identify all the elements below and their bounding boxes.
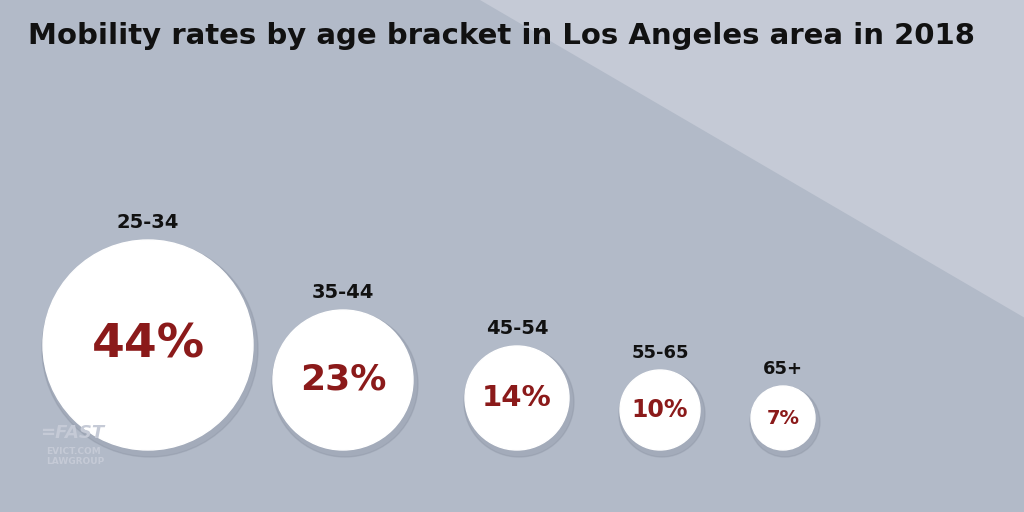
Circle shape [465, 346, 569, 450]
Text: 65+: 65+ [763, 360, 803, 378]
Circle shape [751, 386, 815, 450]
Text: =FAST: =FAST [40, 424, 104, 442]
Text: Mobility rates by age bracket in Los Angeles area in 2018: Mobility rates by age bracket in Los Ang… [28, 22, 975, 50]
Circle shape [618, 371, 705, 457]
Circle shape [273, 310, 413, 450]
Text: 35-44: 35-44 [312, 283, 374, 302]
Text: 7%: 7% [767, 409, 800, 428]
Circle shape [42, 241, 258, 457]
Circle shape [464, 347, 574, 457]
Text: 14%: 14% [482, 384, 552, 412]
Circle shape [43, 240, 253, 450]
Text: 23%: 23% [300, 363, 386, 397]
Text: 25-34: 25-34 [117, 213, 179, 232]
Circle shape [620, 370, 700, 450]
Text: LAWGROUP: LAWGROUP [46, 457, 104, 466]
Text: 45-54: 45-54 [485, 319, 548, 338]
Text: 44%: 44% [91, 323, 205, 368]
Text: EVICT.COM: EVICT.COM [46, 447, 100, 456]
Text: 10%: 10% [632, 398, 688, 422]
Polygon shape [480, 0, 1024, 317]
Circle shape [272, 311, 418, 457]
Text: 55-65: 55-65 [631, 344, 689, 362]
Circle shape [750, 387, 820, 457]
